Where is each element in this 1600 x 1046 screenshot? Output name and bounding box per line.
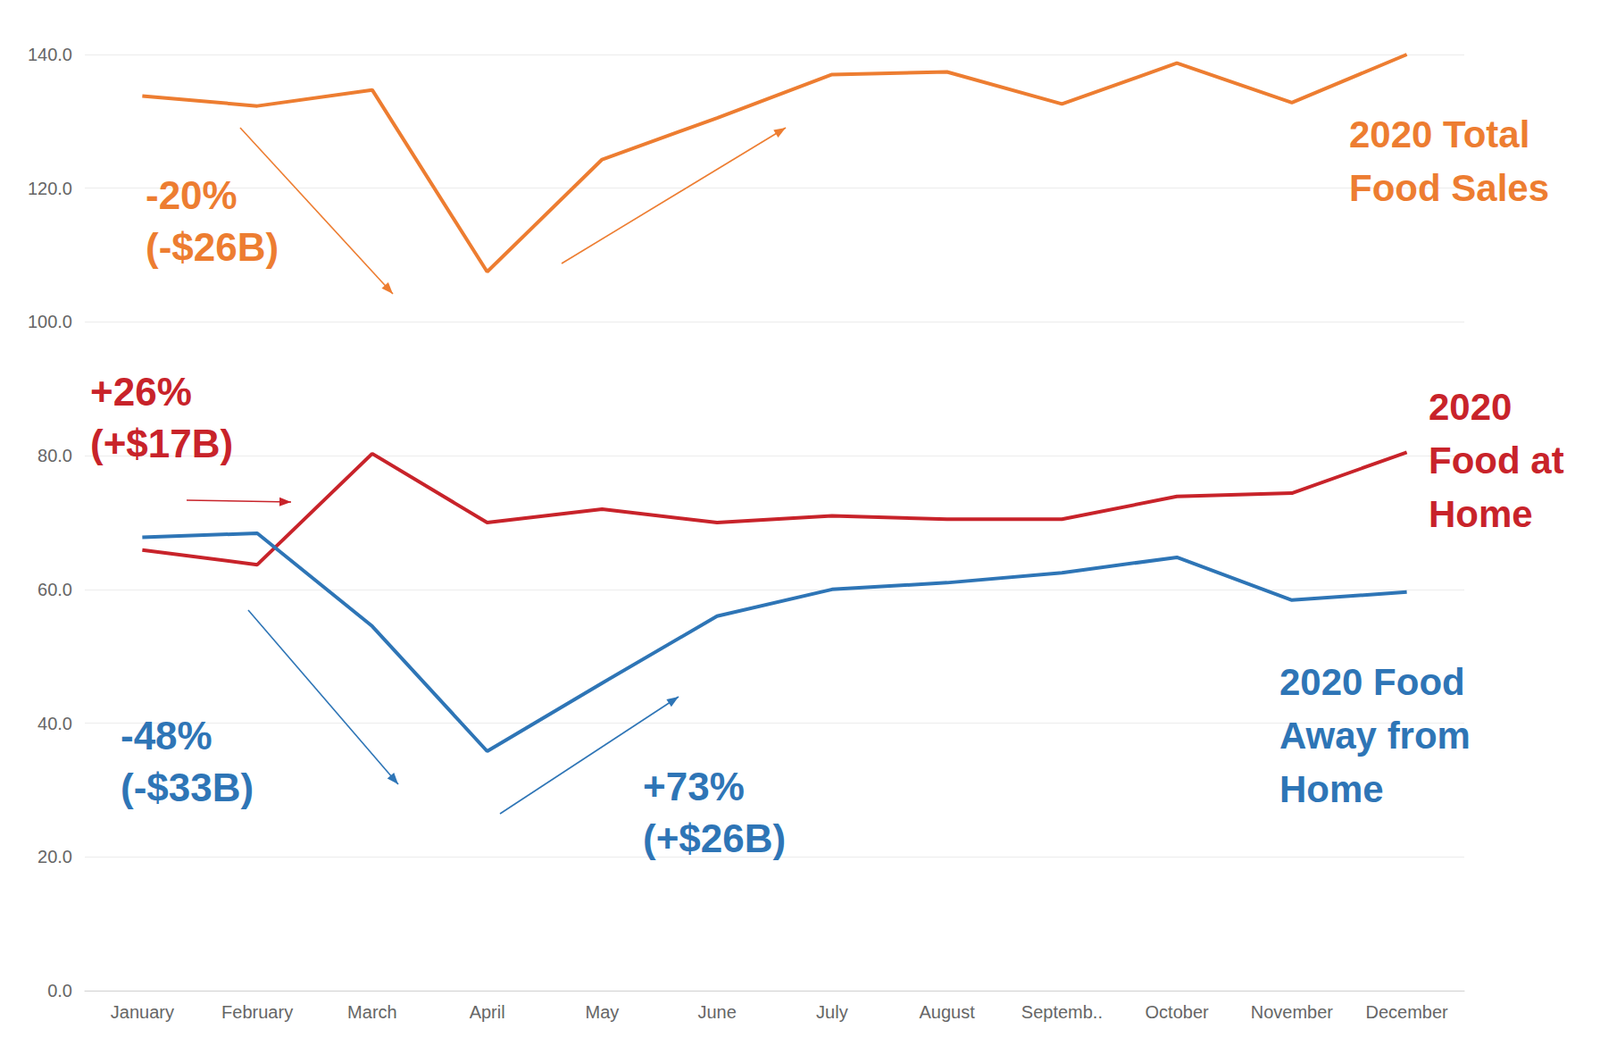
svg-text:20.0: 20.0: [37, 846, 73, 867]
svg-text:(-$26B): (-$26B): [145, 225, 279, 269]
svg-text:Food at: Food at: [1428, 439, 1565, 482]
svg-text:February: February: [221, 1001, 293, 1022]
svg-text:(+$26B): (+$26B): [642, 816, 786, 860]
svg-text:Away from: Away from: [1279, 714, 1471, 757]
svg-text:(-$33B): (-$33B): [120, 765, 254, 809]
svg-text:40.0: 40.0: [37, 713, 73, 734]
svg-text:June: June: [697, 1001, 736, 1022]
svg-text:+26%: +26%: [90, 369, 192, 414]
svg-text:-20%: -20%: [145, 173, 238, 217]
svg-text:January: January: [110, 1001, 175, 1022]
svg-text:2020 Food: 2020 Food: [1279, 660, 1466, 703]
svg-text:Home: Home: [1279, 767, 1384, 810]
svg-text:60.0: 60.0: [37, 579, 73, 600]
svg-text:Food Sales: Food Sales: [1349, 166, 1550, 209]
svg-text:2020: 2020: [1428, 385, 1512, 428]
svg-text:November: November: [1250, 1001, 1334, 1022]
svg-text:120.0: 120.0: [27, 178, 73, 199]
svg-text:-48%: -48%: [120, 713, 213, 758]
svg-text:August: August: [918, 1001, 975, 1022]
svg-text:May: May: [584, 1001, 619, 1022]
svg-text:2020 Total: 2020 Total: [1349, 113, 1530, 156]
svg-text:140.0: 140.0: [27, 44, 73, 65]
svg-text:+73%: +73%: [642, 764, 745, 809]
svg-text:July: July: [816, 1001, 849, 1022]
svg-text:(+$17B): (+$17B): [90, 421, 234, 466]
svg-text:October: October: [1145, 1001, 1209, 1022]
svg-text:80.0: 80.0: [37, 445, 73, 466]
svg-text:Home: Home: [1428, 492, 1534, 535]
svg-text:December: December: [1365, 1001, 1449, 1022]
svg-text:April: April: [469, 1001, 506, 1022]
svg-text:100.0: 100.0: [27, 311, 73, 332]
svg-text:0.0: 0.0: [47, 980, 73, 1000]
svg-text:March: March: [347, 1001, 398, 1022]
svg-text:Septemb..: Septemb..: [1021, 1001, 1103, 1022]
